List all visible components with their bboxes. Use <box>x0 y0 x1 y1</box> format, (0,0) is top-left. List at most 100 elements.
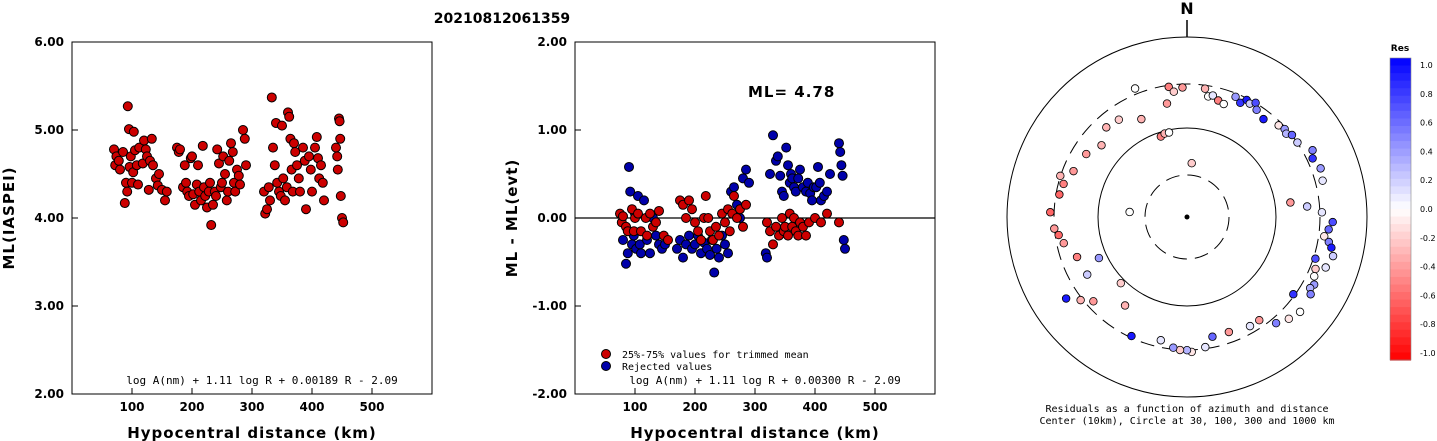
colorbar-segment <box>1390 299 1411 308</box>
colorbar-segment <box>1390 186 1411 195</box>
y-tick-label: 0.00 <box>537 211 567 225</box>
middle-chart: ML= 4.78 25%-75% values for trimmed mean… <box>503 35 936 441</box>
station-marker <box>1308 146 1317 155</box>
colorbar-tick-label: -0.8 <box>1420 320 1436 329</box>
station-marker <box>1056 171 1065 181</box>
colorbar-segment <box>1390 261 1411 270</box>
station-marker <box>1054 230 1063 240</box>
data-point <box>262 204 272 215</box>
map-caption-line2: Center (10km), Circle at 30, 100, 300 an… <box>1039 416 1334 427</box>
rejected-point <box>813 161 823 172</box>
data-point <box>217 177 227 188</box>
data-point <box>220 169 230 179</box>
colorbar-tick-label: 0.6 <box>1420 119 1433 128</box>
station-marker <box>1125 207 1134 217</box>
station-marker <box>1308 154 1317 163</box>
station-marker <box>1245 321 1255 331</box>
data-point <box>160 195 170 206</box>
rejected-point <box>825 169 835 179</box>
data-point <box>266 92 277 103</box>
rejected-point <box>765 169 775 179</box>
station-marker <box>1311 264 1320 274</box>
x-tick-label: 400 <box>802 400 827 414</box>
colorbar-tick-label: -1.0 <box>1420 349 1436 358</box>
station-marker <box>1324 225 1333 234</box>
colorbar-segment <box>1390 239 1411 248</box>
trimmed-point <box>654 205 664 216</box>
rejected-point <box>775 170 786 181</box>
colorbar-segment <box>1390 118 1411 127</box>
x-tick-label: 200 <box>179 400 204 414</box>
station-marker <box>1320 232 1329 241</box>
data-point <box>122 101 133 112</box>
station-marker <box>1321 263 1330 272</box>
rejected-point <box>762 252 772 263</box>
station-marker <box>1164 82 1173 92</box>
formula-text: log A(nm) + 1.11 log R + 0.00189 R - 2.0… <box>126 374 398 387</box>
formula-text: log A(nm) + 1.11 log R + 0.00300 R - 2.0… <box>629 374 901 387</box>
trimmed-point <box>834 217 844 228</box>
data-point <box>230 186 241 197</box>
data-point <box>226 138 236 149</box>
x-tick-label: 100 <box>622 400 647 414</box>
station-marker <box>1224 327 1234 337</box>
rejected-point <box>838 235 849 245</box>
trimmed-point <box>777 213 787 223</box>
trimmed-point <box>663 235 673 245</box>
colorbar-segment <box>1390 352 1411 361</box>
x-tick-label: 300 <box>239 400 264 414</box>
ring-1000km <box>1006 36 1368 398</box>
data-point <box>292 160 302 171</box>
rejected-point <box>834 138 844 149</box>
data-point <box>269 160 280 171</box>
colorbar-segment <box>1390 156 1411 165</box>
colorbar-segment <box>1390 337 1411 346</box>
station-marker <box>1286 198 1295 207</box>
rejected-point <box>705 249 715 260</box>
data-point <box>235 179 245 190</box>
trimmed-point <box>651 217 661 228</box>
station-marker <box>1156 336 1166 345</box>
data-point <box>280 195 290 206</box>
colorbar-tick-label: 0.8 <box>1420 90 1433 99</box>
colorbar: Res 1.0 0.8 0.6 0.4 0.2 0.0 -0.2 -0.4 -0.6 -0.8 -1… <box>1389 44 1436 361</box>
station-marker <box>1208 332 1217 341</box>
colorbar-segment <box>1390 171 1411 180</box>
colorbar-segment <box>1390 73 1411 82</box>
station-marker <box>1069 166 1078 176</box>
y-tick-label: 4.00 <box>34 211 64 225</box>
station-marker <box>1116 278 1126 288</box>
trimmed-point <box>700 191 711 201</box>
colorbar-tick-label: 0.0 <box>1420 205 1433 214</box>
trimmed-point <box>738 221 748 232</box>
rejected-point <box>684 230 694 241</box>
x-tick-label: 500 <box>359 400 384 414</box>
rejected-point <box>636 248 646 259</box>
rejected-point <box>783 160 793 171</box>
rejected-point <box>781 142 792 153</box>
data-point <box>181 177 191 188</box>
colorbar-segment <box>1390 254 1411 263</box>
data-point <box>179 160 190 171</box>
data-point <box>278 173 289 184</box>
trimmed-point <box>711 221 721 232</box>
data-point <box>122 186 133 197</box>
colorbar-segment <box>1390 110 1411 119</box>
data-point <box>118 147 128 157</box>
trimmed-point <box>741 199 751 210</box>
colorbar-segment <box>1390 80 1411 89</box>
data-point <box>193 160 203 171</box>
rejected-point <box>836 160 847 171</box>
station-marker <box>1187 159 1196 168</box>
legend-blue-label: Rejected values <box>622 362 712 373</box>
station-marker <box>1061 294 1071 303</box>
data-point <box>233 170 244 181</box>
station-marker <box>1219 99 1228 109</box>
colorbar-segment <box>1390 133 1411 142</box>
trimmed-point <box>768 239 778 250</box>
colorbar-segment <box>1390 148 1411 157</box>
rejected-point <box>672 243 682 254</box>
data-point <box>205 177 215 188</box>
station-marker <box>1102 123 1111 132</box>
rejected-point <box>618 235 628 245</box>
